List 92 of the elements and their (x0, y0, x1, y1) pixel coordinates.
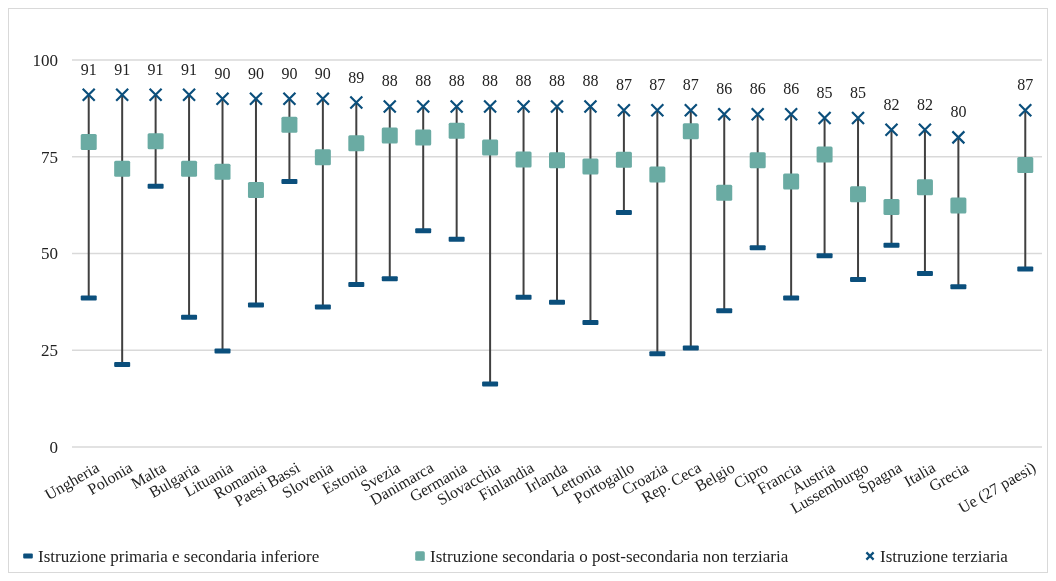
point (282, 91, 297, 106)
point (248, 91, 264, 106)
data-label: 82 (916, 95, 933, 113)
legend-label: Istruzione terziaria (880, 546, 1009, 566)
data-label: 90 (314, 64, 331, 82)
data-label: 80 (950, 103, 967, 121)
data-label: 87 (615, 76, 632, 94)
data-label: 88 (515, 72, 532, 90)
point (917, 122, 933, 137)
data-label: 90 (281, 64, 298, 82)
point (749, 152, 766, 169)
data-label: 86 (749, 80, 766, 98)
point (916, 179, 933, 196)
point (315, 91, 330, 106)
point (1018, 103, 1033, 118)
y-tick-label: 0 (49, 437, 58, 457)
point (650, 103, 665, 118)
point (449, 99, 464, 114)
data-label: 88 (381, 72, 398, 90)
data-label: 89 (348, 68, 365, 86)
point (649, 166, 666, 183)
point (80, 134, 97, 151)
y-tick-label: 25 (41, 341, 58, 361)
point (81, 87, 96, 102)
point (416, 99, 431, 114)
point (382, 99, 397, 114)
point (448, 122, 465, 139)
point (750, 107, 765, 122)
point (816, 146, 833, 163)
y-tick-label: 75 (41, 147, 58, 167)
data-label: 88 (482, 72, 499, 90)
point (717, 107, 732, 122)
point (349, 95, 364, 110)
point (784, 107, 799, 122)
point (214, 163, 231, 180)
point (314, 149, 331, 166)
point (817, 110, 832, 126)
point (549, 152, 565, 169)
y-tick-label: 100 (32, 50, 58, 70)
point (850, 110, 866, 126)
point (482, 139, 499, 156)
point (615, 151, 632, 168)
data-label: 91 (147, 60, 164, 78)
legend-label: Istruzione primaria e secondaria inferiore (38, 546, 320, 566)
point (682, 123, 699, 140)
data-label: 86 (716, 80, 733, 98)
data-label: 87 (682, 76, 699, 94)
data-label: 82 (883, 95, 900, 113)
point (115, 87, 130, 102)
data-label: 91 (114, 60, 131, 78)
point (951, 130, 966, 145)
point (716, 184, 733, 201)
point (950, 197, 967, 214)
data-label: 88 (582, 72, 599, 90)
data-label: 88 (415, 72, 432, 90)
data-label: 88 (549, 72, 565, 90)
data-label: 85 (816, 84, 833, 102)
point (483, 99, 498, 114)
point (549, 99, 565, 114)
data-label: 91 (181, 60, 198, 78)
data-label: 90 (214, 64, 231, 82)
legend-label: Istruzione secondaria o post-secondaria non terziaria (430, 546, 789, 566)
point (381, 127, 398, 144)
data-label: 91 (80, 60, 97, 78)
point (884, 122, 899, 137)
point (616, 103, 631, 118)
point (783, 173, 800, 190)
data-label: 85 (850, 84, 867, 102)
point (148, 87, 163, 102)
point (1017, 156, 1034, 173)
data-label: 86 (783, 80, 800, 98)
point (147, 133, 164, 150)
data-label: 87 (1017, 76, 1034, 94)
point (415, 129, 432, 146)
data-label: 88 (448, 72, 465, 90)
point (348, 135, 365, 152)
point (516, 99, 531, 114)
point (215, 91, 230, 106)
y-tick-label: 50 (41, 244, 58, 264)
point (181, 160, 198, 177)
point (583, 99, 598, 114)
point (683, 103, 698, 118)
point (582, 158, 599, 175)
point (850, 186, 867, 203)
point (515, 151, 532, 168)
point (181, 87, 197, 102)
data-label: 90 (247, 64, 264, 82)
point (114, 160, 131, 177)
point (247, 182, 264, 199)
point (883, 199, 900, 216)
data-label: 87 (649, 76, 666, 94)
point (281, 116, 298, 133)
